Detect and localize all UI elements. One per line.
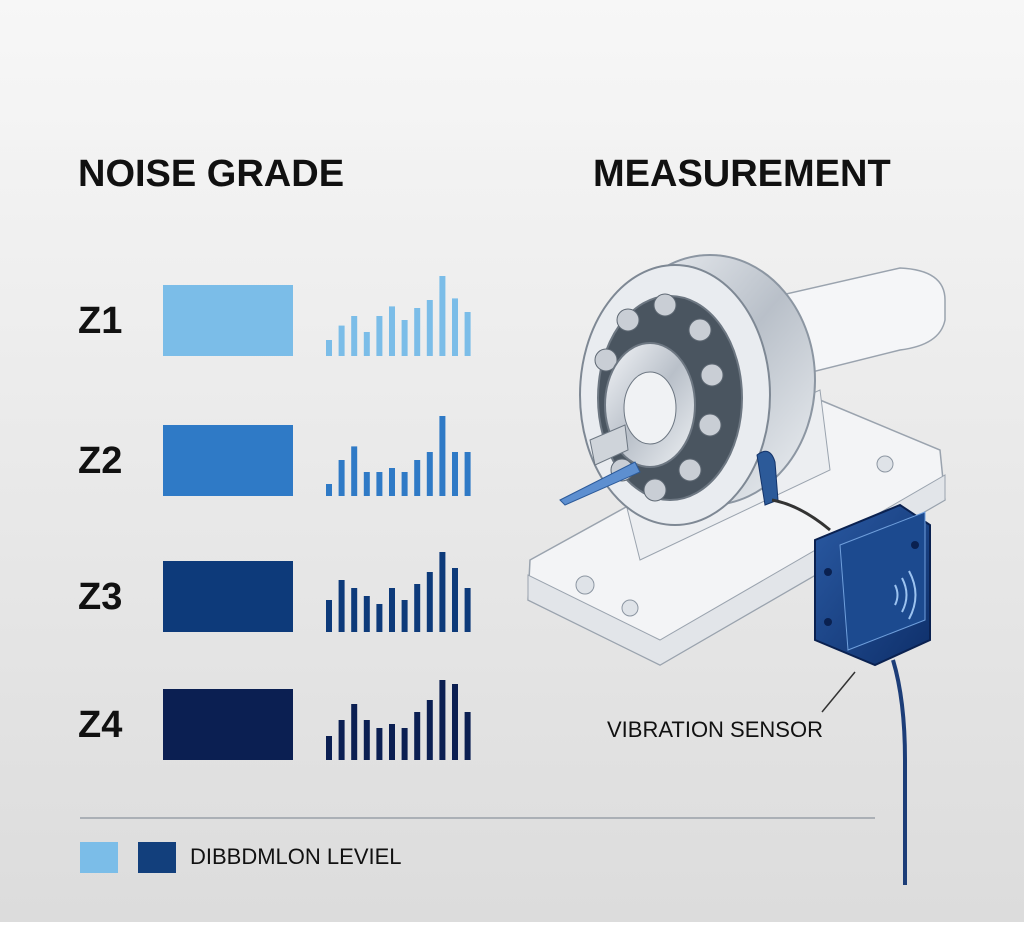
signal-icon	[894, 570, 917, 620]
base-edge	[527, 474, 946, 666]
bolt-hole	[575, 575, 595, 595]
spectrum-bar	[363, 720, 370, 760]
callout-line	[821, 671, 856, 713]
spectrum-bar	[376, 728, 383, 760]
spectrum-bar	[363, 332, 370, 356]
spectrum-bar	[452, 298, 458, 356]
bolt-hole	[621, 599, 639, 617]
spectrum-bar	[464, 312, 471, 356]
shaft-tip	[589, 424, 629, 466]
spectrum-bar	[351, 316, 358, 356]
spectrum-bar	[464, 452, 471, 496]
spectrum-bar	[452, 684, 458, 760]
legend	[80, 842, 176, 873]
cable	[771, 498, 831, 532]
legend-swatch	[80, 842, 118, 873]
spectrum-bar	[376, 604, 383, 632]
legend-swatch	[138, 842, 176, 873]
screw	[911, 541, 919, 549]
sensor-cable	[891, 659, 907, 885]
section-title: NOISE GRADE	[78, 153, 344, 195]
spectrum-bar	[452, 452, 458, 496]
spectrum-bar	[338, 460, 345, 496]
spectrum-bar	[401, 728, 408, 760]
spectrum-bar	[401, 472, 408, 496]
grade-rows: Z1 Z2 Z3 Z4	[78, 276, 471, 760]
spectrum-bar	[338, 325, 345, 356]
spectrum-bar	[338, 580, 345, 632]
spectrum-bar	[363, 472, 370, 496]
spectrum-bar	[414, 584, 421, 632]
spectrum-bar	[389, 724, 395, 760]
spectrum-bar	[426, 452, 433, 496]
spectrum-bar	[426, 700, 433, 760]
spectrum-bar	[389, 306, 395, 356]
spectrum-bar	[351, 588, 358, 632]
spectrum-bar	[338, 720, 345, 760]
probe	[559, 461, 641, 506]
grade-swatch	[163, 561, 293, 632]
grade-label: Z1	[78, 300, 122, 342]
connector	[756, 450, 779, 506]
grade-swatch	[163, 689, 293, 760]
spectrum-bar	[389, 588, 395, 632]
grade-swatch	[163, 425, 293, 496]
balls	[594, 293, 724, 502]
spectrum-bar	[464, 588, 471, 632]
bolt-hole	[876, 455, 894, 473]
spectrum-bar	[376, 472, 383, 496]
mini-spectrum	[326, 552, 471, 632]
spectrum-bar	[464, 712, 471, 760]
grade-label: Z3	[78, 576, 122, 618]
mini-spectrum	[326, 416, 471, 496]
spectrum-bar	[351, 446, 358, 496]
spectrum-bar	[414, 308, 421, 356]
mini-spectrum	[326, 680, 471, 760]
grade-label: Z4	[78, 704, 122, 746]
section-title: MEASUREMENT	[593, 153, 891, 195]
mini-spectrum	[326, 276, 471, 356]
spectrum-bar	[351, 704, 358, 760]
spectrum-bar	[389, 468, 395, 496]
spectrum-bar	[401, 600, 408, 632]
screw	[824, 568, 832, 576]
spectrum-bar	[414, 712, 421, 760]
spectrum-bar	[439, 680, 446, 760]
spectrum-bar	[326, 340, 332, 356]
spectrum-bar	[452, 568, 458, 632]
legend-label: DIBBDMLON LEVIEL	[190, 844, 402, 869]
spectrum-bar	[363, 596, 370, 632]
bearing-illustration	[527, 254, 946, 885]
spectrum-bar	[401, 320, 408, 356]
spectrum-bar	[439, 276, 446, 356]
spectrum-bar	[326, 600, 332, 632]
grade-swatch	[163, 285, 293, 356]
spectrum-bar	[439, 416, 446, 496]
spectrum-bar	[326, 484, 332, 496]
spectrum-bar	[326, 736, 332, 760]
spectrum-bar	[439, 552, 446, 632]
sensor-face	[839, 511, 926, 651]
screw	[824, 618, 832, 626]
spectrum-bar	[426, 572, 433, 632]
spectrum-bar	[426, 300, 433, 356]
grade-label: Z2	[78, 440, 122, 482]
bore	[623, 371, 677, 445]
callout-label: VIBRATION SENSOR	[607, 717, 823, 742]
spectrum-bar	[414, 460, 421, 496]
spectrum-bar	[376, 316, 383, 356]
